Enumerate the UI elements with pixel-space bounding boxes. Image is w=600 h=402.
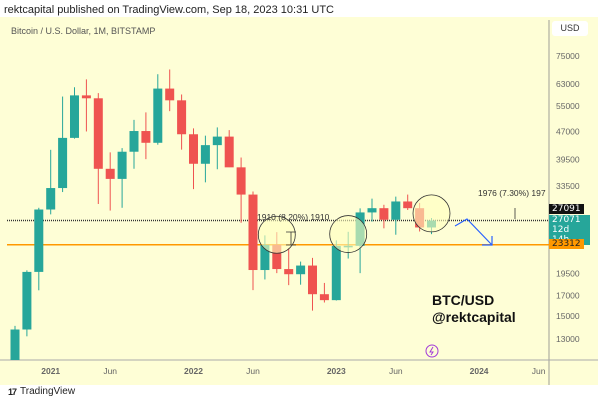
candle-body	[189, 134, 198, 164]
x-tick-label: Jun	[532, 366, 546, 376]
x-tick-label: Jun	[246, 366, 260, 376]
footer: 17 TradingView	[8, 386, 75, 397]
candle-body	[319, 294, 329, 301]
current-price: 27071	[552, 215, 581, 225]
candle-body	[248, 194, 258, 271]
candle-body	[391, 201, 401, 220]
y-tick-label: 33500	[556, 181, 580, 191]
x-tick-label: 2024	[470, 366, 489, 376]
brand-name: TradingView	[20, 386, 76, 397]
candle-body	[22, 271, 32, 330]
y-tick-label: 19500	[556, 269, 580, 279]
y-tick-label: 55000	[556, 101, 580, 111]
y-tick-label: 39500	[556, 155, 580, 165]
candle-body	[200, 145, 210, 164]
candle-body	[236, 167, 246, 195]
highlight-circle	[412, 194, 451, 233]
candle-body	[81, 95, 91, 99]
x-tick-label: Jun	[389, 366, 403, 376]
measure-label: 1976 (7.30%) 197	[478, 188, 546, 198]
candle-body	[34, 209, 44, 272]
highlight-circle	[329, 215, 368, 253]
candle-body	[93, 98, 103, 169]
x-tick-label: Jun	[103, 366, 117, 376]
symbol-title: Bitcoin / U.S. Dollar, 1M, BITSTAMP	[11, 26, 156, 36]
candle-body	[379, 208, 389, 220]
tradingview-logo-icon: 17	[8, 386, 17, 397]
highlight-circle	[257, 215, 296, 254]
last-price-label: 27091	[549, 204, 584, 214]
candle-body	[367, 208, 377, 213]
lightning-icon	[425, 344, 439, 358]
x-tick-label: 2021	[41, 366, 60, 376]
candle-body	[403, 201, 413, 209]
lightning-bolt-icon	[429, 346, 434, 356]
candle-body	[177, 100, 187, 135]
y-tick-label: 15000	[556, 311, 580, 321]
chart-panel[interactable]	[0, 17, 598, 385]
candle-body	[105, 168, 115, 179]
watermark-author: @rektcapital	[432, 309, 516, 325]
x-tick-label: 2022	[184, 366, 203, 376]
candle-body	[212, 136, 222, 146]
candle-body	[129, 131, 139, 152]
y-tick-label: 75000	[556, 51, 580, 61]
candle-body	[70, 95, 79, 138]
candle-body	[117, 151, 127, 179]
publish-info: rektcapital published on TradingView.com…	[4, 4, 334, 16]
support-price-label: 23312	[549, 239, 584, 249]
candle-body	[224, 136, 234, 168]
y-tick-label: 13000	[556, 334, 580, 344]
projection-arrow	[454, 218, 493, 246]
candle-body	[165, 88, 175, 101]
candle-body	[153, 88, 163, 143]
candle-body	[260, 244, 270, 271]
x-tick-label: 2023	[327, 366, 346, 376]
y-tick-label: 17000	[556, 291, 580, 301]
y-tick-label: 63000	[556, 79, 580, 89]
y-tick-label: 47000	[556, 126, 580, 136]
candle-body	[296, 265, 306, 275]
candle-body	[284, 269, 294, 275]
measure-label: 1910 (8.20%) 1910	[257, 212, 330, 222]
candle-body	[331, 245, 341, 301]
watermark: BTC/USD @rektcapital	[432, 292, 516, 326]
candle-body	[46, 188, 56, 210]
candle-body	[141, 131, 151, 143]
candle-body	[308, 265, 317, 295]
candle-body	[10, 329, 20, 360]
candle-body	[272, 244, 282, 270]
watermark-pair: BTC/USD	[432, 292, 495, 308]
measure-bracket	[286, 231, 296, 246]
candle-body	[58, 137, 68, 189]
currency-button[interactable]: USD	[552, 21, 588, 36]
